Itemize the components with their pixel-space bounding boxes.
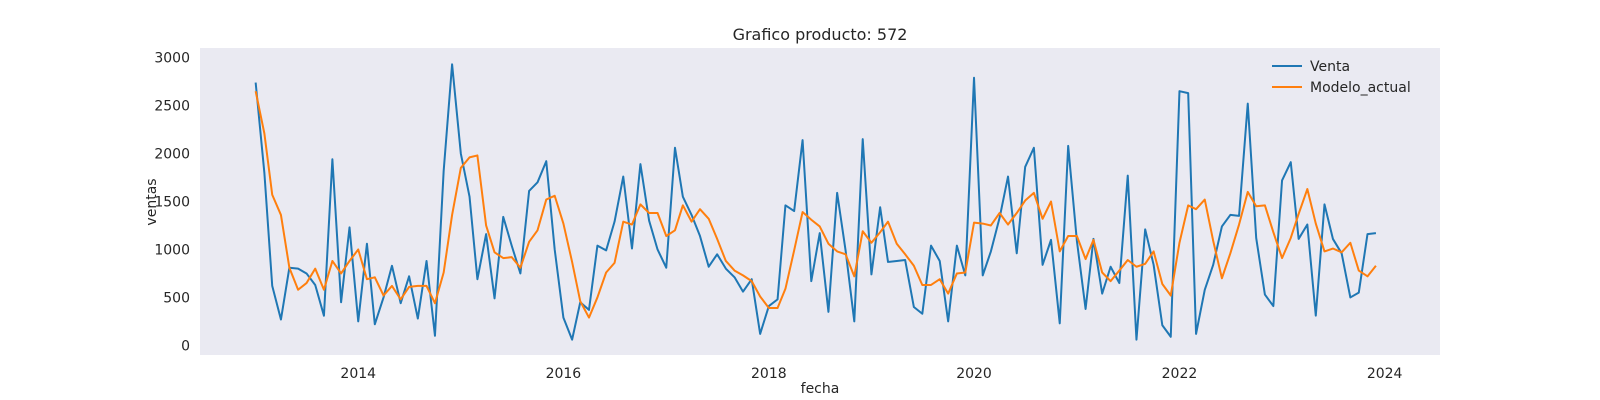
series-layer (254, 63, 1377, 341)
y-tick-label: 500 (163, 290, 190, 306)
x-tick-label: 2018 (751, 366, 787, 382)
legend: Venta Modelo_actual (1272, 59, 1411, 96)
y-tick-label: 3000 (154, 51, 190, 67)
y-tick-label: 0 (181, 338, 190, 354)
chart-title: Grafico producto: 572 (733, 25, 908, 44)
x-tick-label: 2024 (1367, 366, 1403, 382)
legend-label: Modelo_actual (1310, 80, 1411, 96)
x-axis: 2014 2016 2018 2020 2022 2024 (340, 366, 1402, 382)
x-tick-label: 2016 (546, 366, 582, 382)
x-tick-label: 2014 (340, 366, 376, 382)
y-tick-label: 2500 (154, 99, 190, 115)
y-tick-label: 2000 (154, 147, 190, 163)
y-tick-label: 1500 (154, 195, 190, 211)
x-tick-label: 2022 (1162, 366, 1198, 382)
x-axis-label: fecha (801, 381, 840, 397)
series-line-modelo-actual (254, 90, 1377, 319)
legend-label: Venta (1310, 59, 1350, 75)
y-axis: 0 500 1000 1500 2000 2500 3000 (154, 51, 190, 355)
plot-area (200, 48, 1440, 355)
x-tick-label: 2020 (956, 366, 992, 382)
y-axis-label: ventas (144, 178, 160, 225)
y-tick-label: 1000 (154, 242, 190, 258)
series-line-venta (254, 63, 1377, 341)
